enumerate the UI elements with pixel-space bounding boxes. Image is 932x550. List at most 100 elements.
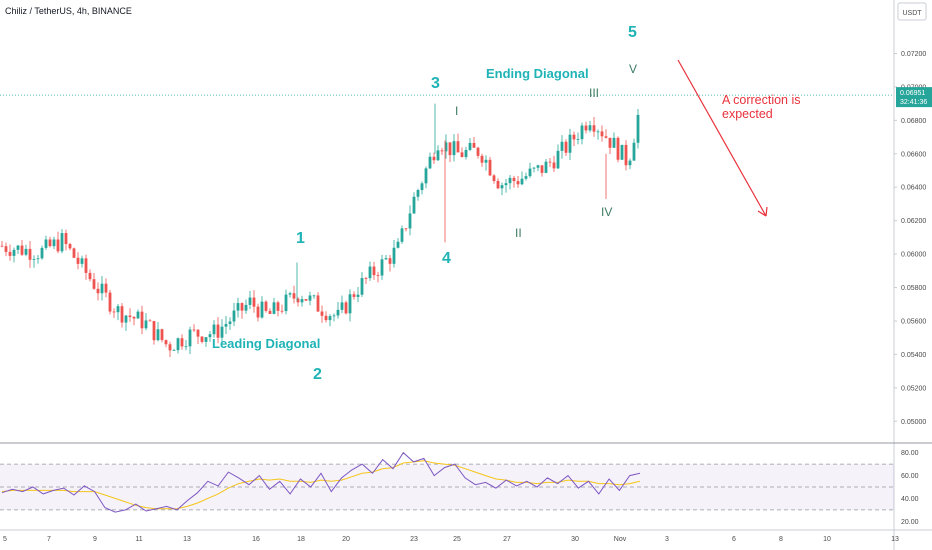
candle-body — [16, 245, 20, 250]
candle-body — [84, 258, 88, 273]
candle-body — [376, 275, 380, 276]
candle-body — [100, 283, 104, 294]
candle-body — [492, 175, 496, 182]
price-tick-label: 0.06000 — [901, 252, 926, 259]
date-tick-label: 25 — [453, 536, 461, 543]
chart-title: Chiliz / TetherUS, 4h, BINANCE — [5, 6, 132, 16]
wave-1-label: 1 — [296, 230, 305, 247]
candle-body — [580, 125, 584, 140]
candle-body — [224, 324, 228, 327]
candle-body — [496, 181, 500, 189]
candle-body — [288, 293, 292, 295]
candle-body — [516, 181, 520, 185]
candle-body — [364, 278, 368, 279]
candle-body — [52, 239, 56, 247]
candle-body — [440, 150, 444, 152]
candle-body — [284, 294, 288, 312]
candle-body — [564, 141, 568, 153]
candle-body — [200, 336, 204, 342]
date-tick-label: 8 — [779, 536, 783, 543]
candle-body — [208, 334, 212, 338]
candle-body — [216, 324, 220, 338]
rsi-tick-label: 40.00 — [901, 496, 919, 503]
wave-5-label: 5 — [628, 24, 637, 41]
candle-body — [120, 306, 124, 323]
candle-body — [280, 310, 284, 312]
candle-body — [64, 233, 68, 245]
candle-body — [256, 306, 260, 318]
date-tick-label: 30 — [571, 536, 579, 543]
candle-body — [168, 344, 172, 351]
date-tick-label: 5 — [3, 536, 7, 543]
price-tick-label: 0.06800 — [901, 118, 926, 125]
currency-button[interactable]: USDT — [897, 2, 927, 21]
candle-body — [8, 251, 12, 256]
candle-body — [128, 315, 132, 318]
candle-body — [240, 303, 244, 311]
candle-body — [40, 247, 44, 259]
correction-note-line2: expected — [722, 107, 773, 121]
date-tick-label: 16 — [252, 536, 260, 543]
candle-body — [520, 178, 524, 185]
candle-body — [304, 299, 308, 301]
candle-body — [36, 258, 40, 260]
candle-body — [544, 161, 548, 173]
wave-v-label: V — [629, 62, 637, 76]
candle-body — [140, 311, 144, 329]
candle-body — [336, 309, 340, 316]
date-tick-label: 10 — [823, 536, 831, 543]
candle-body — [136, 311, 140, 319]
date-tick-label: 9 — [93, 536, 97, 543]
candle-body — [132, 317, 136, 319]
candle-body — [344, 302, 348, 314]
price-tick-label: 0.06600 — [901, 151, 926, 158]
candle-body — [28, 248, 32, 260]
date-tick-label: 11 — [135, 536, 142, 543]
candle-body — [392, 247, 396, 264]
rsi-line — [1, 451, 641, 513]
candle-body — [80, 258, 84, 264]
candle-body — [472, 142, 476, 148]
candle-body — [396, 241, 400, 248]
candles — [0, 103, 640, 357]
leading-diagonal-label: Leading Diagonal — [212, 336, 320, 351]
candle-body — [476, 147, 480, 156]
wave-4-label: 4 — [442, 250, 451, 267]
price-tick-label: 0.05600 — [901, 318, 926, 325]
candle-body — [456, 141, 460, 153]
wave-iii-label: III — [589, 86, 599, 100]
candle-body — [532, 167, 536, 169]
candle-body — [184, 346, 188, 348]
candle-body — [248, 297, 252, 305]
candle-body — [272, 302, 276, 314]
candle-body — [232, 310, 236, 322]
candle-body — [468, 142, 472, 150]
wave-ii-label: II — [515, 226, 522, 240]
candle-body — [632, 142, 636, 161]
date-tick-label: Nov — [614, 536, 627, 543]
correction-arrow — [677, 59, 768, 217]
candle-body — [196, 329, 200, 337]
candle-body — [340, 302, 344, 310]
candle-body — [596, 131, 600, 133]
date-tick-label: 20 — [342, 536, 350, 543]
candle-body — [24, 248, 28, 255]
candle-body — [252, 297, 256, 307]
wave-iv-label: IV — [601, 205, 612, 219]
candle-body — [372, 266, 376, 276]
date-tick-label: 23 — [410, 536, 418, 543]
candle-body — [448, 142, 452, 156]
date-tick-label: 18 — [297, 536, 305, 543]
candle-body — [424, 168, 428, 184]
candle-body — [148, 320, 152, 322]
candle-body — [600, 131, 604, 137]
candle-body — [608, 137, 612, 148]
candle-body — [348, 294, 352, 314]
date-tick-label: 6 — [732, 536, 736, 543]
date-tick-label: 3 — [665, 536, 669, 543]
candle-body — [20, 245, 24, 255]
candle-body — [72, 248, 76, 258]
candle-body — [484, 159, 488, 163]
price-tick-label: 0.05400 — [901, 352, 926, 359]
